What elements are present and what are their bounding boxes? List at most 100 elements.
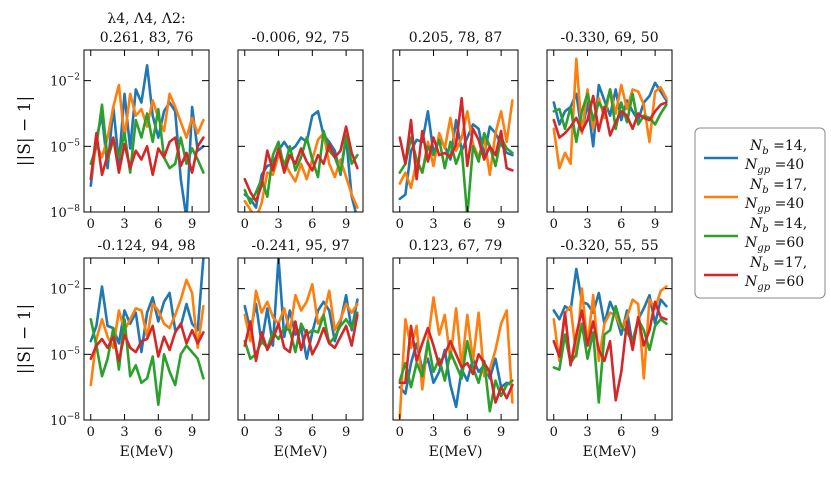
panel-title: -0.124, 94, 98 xyxy=(97,238,195,254)
x-tick-label: 0 xyxy=(550,217,558,232)
series-line-5-3 xyxy=(89,317,205,407)
x-tick-label: 6 xyxy=(308,425,316,440)
y-tick-label: 10−2 xyxy=(50,73,80,90)
legend-box xyxy=(694,127,826,299)
series-line-6-4 xyxy=(243,313,359,363)
x-tick-label: 9 xyxy=(651,217,659,232)
panel-title: -0.241, 95, 97 xyxy=(251,238,349,254)
series-line-3-4 xyxy=(398,96,514,181)
series-line-8-1 xyxy=(552,267,668,347)
y-axis-label: ||S| − 1| xyxy=(15,96,35,166)
panel-8: 0 3 6 9 -0.320, 55, 55 E(MeV) xyxy=(546,238,673,460)
panel-title: 0.261, 83, 76 xyxy=(100,30,194,46)
series-line-6-2 xyxy=(243,282,359,343)
legend-label-1-b: Ngp =40 xyxy=(744,157,804,176)
panel-title: 0.123, 67, 79 xyxy=(409,238,503,254)
panel-2: 0 3 6 9 -0.006, 92, 75 xyxy=(237,30,364,232)
series-line-5-2 xyxy=(89,278,205,387)
x-tick-label: 6 xyxy=(463,425,471,440)
legend-label-2-a: Nb =17, xyxy=(749,177,807,196)
x-tick-label: 6 xyxy=(154,217,162,232)
x-tick-label: 6 xyxy=(617,217,625,232)
panel-4: 0 3 6 9 -0.330, 69, 50 xyxy=(546,30,673,232)
plot-frame xyxy=(237,257,364,421)
legend-label-3-a: Nb =14, xyxy=(749,216,807,235)
series-line-2-3 xyxy=(243,129,359,205)
x-tick-label: 3 xyxy=(120,217,128,232)
legend-label-4-a: Nb =17, xyxy=(749,255,807,274)
x-tick-label: 0 xyxy=(396,217,404,232)
y-tick-label: 10−2 xyxy=(50,281,80,298)
plot-frame xyxy=(546,257,673,421)
x-tick-label: 9 xyxy=(651,425,659,440)
panel-5: 0 3 6 9 10−8 10−5 10−2 -0.124, 94, 98 E(MeV) xyxy=(50,238,210,460)
x-tick-label: 0 xyxy=(87,217,95,232)
x-tick-label: 0 xyxy=(241,425,249,440)
x-tick-label: 9 xyxy=(188,425,196,440)
panel-3: 0 3 6 9 0.205, 78, 87 xyxy=(392,30,519,232)
x-axis-label: E(MeV) xyxy=(583,444,637,460)
legend-label-1-a: Nb =14, xyxy=(749,138,807,157)
x-axis-label: E(MeV) xyxy=(429,444,483,460)
legend-label-4-b: Ngp =60 xyxy=(744,274,804,293)
panel-title: -0.006, 92, 75 xyxy=(251,30,349,46)
series-line-7-2 xyxy=(398,296,514,420)
series-line-2-4 xyxy=(243,125,359,203)
series-line-4-3 xyxy=(552,88,668,144)
x-tick-label: 9 xyxy=(497,217,505,232)
plot-frame xyxy=(392,257,519,421)
plot-frame xyxy=(392,49,519,213)
x-tick-label: 3 xyxy=(274,425,282,440)
x-tick-label: 9 xyxy=(342,425,350,440)
y-axis-label: ||S| − 1| xyxy=(15,304,35,374)
x-tick-label: 6 xyxy=(308,217,316,232)
series-line-1-4 xyxy=(89,131,205,181)
series-line-1-2 xyxy=(89,83,205,181)
series-line-7-4 xyxy=(398,324,514,404)
series-line-4-1 xyxy=(552,81,668,148)
x-tick-label: 6 xyxy=(463,217,471,232)
y-tick-label: 10−5 xyxy=(50,138,80,155)
panel-title: -0.320, 55, 55 xyxy=(560,238,658,254)
x-tick-label: 9 xyxy=(188,217,196,232)
panel-title: -0.330, 69, 50 xyxy=(560,30,658,46)
y-tick-label: 10−8 xyxy=(50,204,80,221)
legend-label-3-b: Ngp =60 xyxy=(744,235,804,254)
x-tick-label: 3 xyxy=(120,425,128,440)
x-tick-label: 3 xyxy=(429,217,437,232)
series-line-8-4 xyxy=(552,300,668,402)
x-tick-label: 9 xyxy=(497,425,505,440)
x-tick-label: 0 xyxy=(396,425,404,440)
x-tick-label: 9 xyxy=(342,217,350,232)
panel-1: 0 3 6 9 10−8 10−5 10−2 0.261, 83, 76 λ4, Λ4, Λ2: xyxy=(50,11,210,232)
series-line-3-1 xyxy=(398,110,514,201)
series-line-5-1 xyxy=(89,258,205,354)
x-tick-label: 0 xyxy=(241,217,249,232)
plot-frame xyxy=(546,49,673,213)
x-tick-label: 0 xyxy=(87,425,95,440)
series-line-4-4 xyxy=(552,94,668,139)
x-tick-label: 0 xyxy=(550,425,558,440)
x-tick-label: 3 xyxy=(583,425,591,440)
x-axis-label: E(MeV) xyxy=(274,444,328,460)
panel-title: 0.205, 78, 87 xyxy=(409,30,503,46)
x-tick-label: 6 xyxy=(154,425,162,440)
panel-7: 0 3 6 9 0.123, 67, 79 E(MeV) xyxy=(392,238,519,460)
x-tick-label: 3 xyxy=(583,217,591,232)
series-line-8-2 xyxy=(552,285,668,380)
x-axis-label: E(MeV) xyxy=(120,444,174,460)
legend-label-2-b: Ngp =40 xyxy=(744,196,804,215)
x-tick-label: 3 xyxy=(429,425,437,440)
plot-frame xyxy=(83,49,210,213)
panel-title-header: λ4, Λ4, Λ2: xyxy=(107,11,185,27)
plot-frame xyxy=(237,49,364,213)
x-tick-label: 3 xyxy=(274,217,282,232)
series-line-5-4 xyxy=(89,322,205,363)
series-line-6-3 xyxy=(243,311,359,361)
y-tick-label: 10−8 xyxy=(50,412,80,429)
x-tick-label: 6 xyxy=(617,425,625,440)
plot-frame xyxy=(83,257,210,421)
y-tick-label: 10−5 xyxy=(50,346,80,363)
